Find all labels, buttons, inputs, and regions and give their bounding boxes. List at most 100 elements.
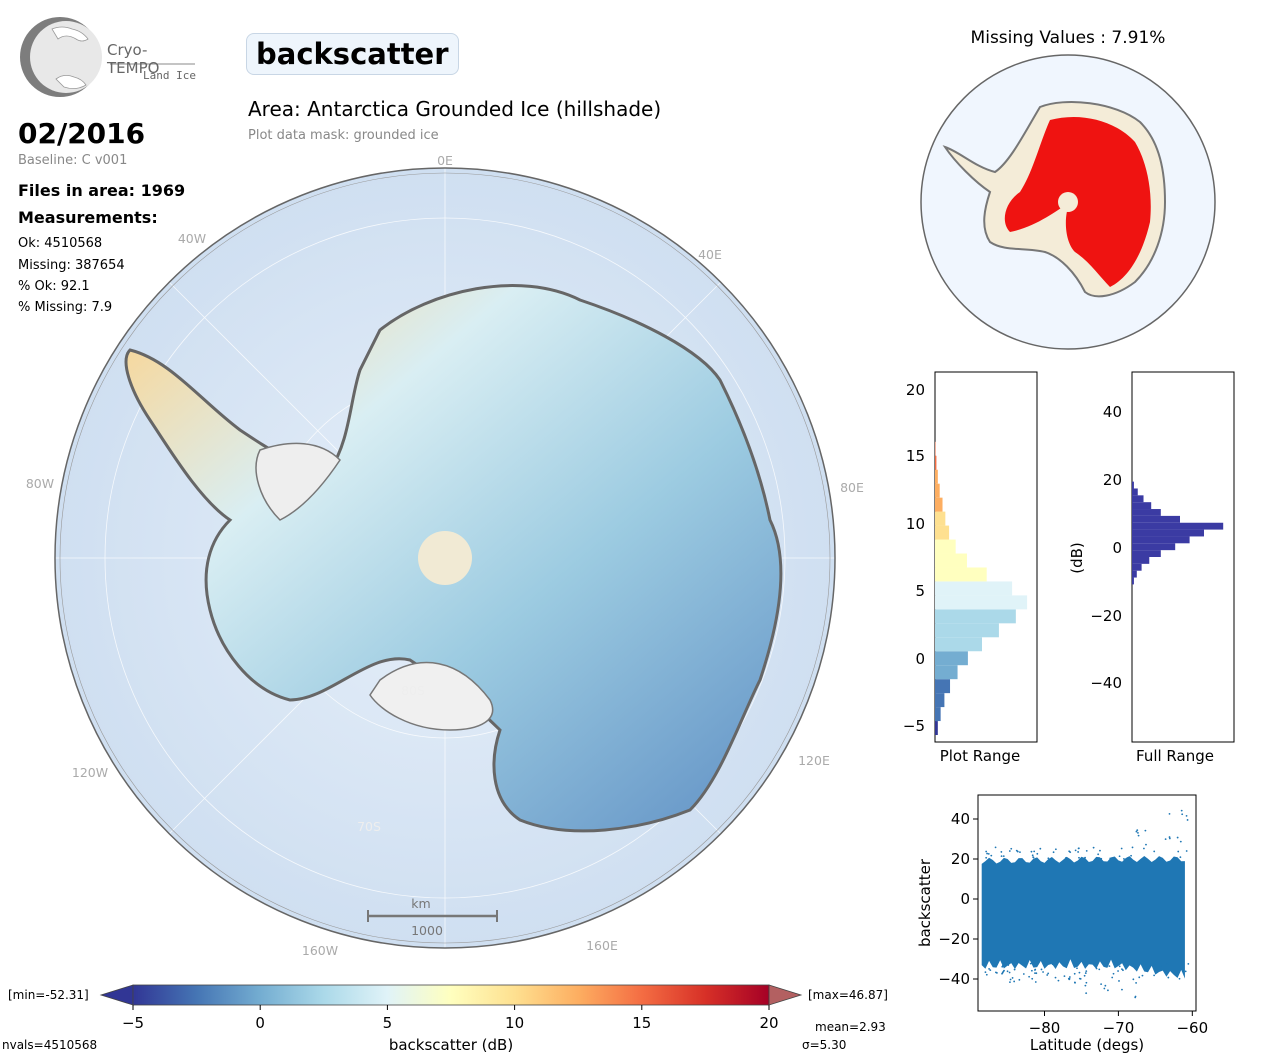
hist-bar bbox=[1132, 481, 1134, 489]
scatter-point bbox=[1100, 983, 1103, 986]
x-axis-label: Full Range bbox=[1136, 747, 1214, 765]
scatter-point bbox=[1074, 849, 1077, 852]
full-range-histogram: 40 20 0 −20 −40 (dB) Full Range bbox=[1068, 371, 1235, 765]
mask-note: Plot data mask: grounded ice bbox=[248, 128, 439, 143]
hist-bar bbox=[935, 595, 1028, 610]
hist-bar bbox=[1132, 509, 1161, 516]
scatter-point bbox=[1141, 974, 1144, 977]
lat-label: 80S bbox=[401, 683, 425, 698]
scatter-point bbox=[1008, 971, 1011, 974]
scatter-point bbox=[1076, 967, 1078, 970]
x-tick-label: −60 bbox=[1176, 1019, 1208, 1037]
latitude-scatter-plot: −80 −70 −60 −40 −20 0 20 40 Latitude (degs) bac… bbox=[916, 794, 1208, 1054]
scatter-point bbox=[1046, 974, 1049, 976]
scatter-point bbox=[1134, 995, 1137, 998]
scatter-point bbox=[1031, 854, 1034, 857]
hist-bar bbox=[935, 525, 950, 540]
hist-bar bbox=[935, 623, 999, 638]
scatter-point bbox=[1078, 856, 1080, 859]
scatter-point bbox=[1179, 840, 1182, 843]
scatter-point bbox=[988, 967, 990, 970]
y-tick: 20 bbox=[906, 381, 925, 399]
scatter-point bbox=[1009, 978, 1012, 981]
scatter-point bbox=[1084, 972, 1087, 974]
nvals-label: nvals=4510568 bbox=[2, 1038, 97, 1052]
scatter-point bbox=[990, 854, 993, 857]
hist-bar bbox=[935, 469, 938, 484]
hist-bar bbox=[1132, 577, 1134, 585]
scatter-point bbox=[1167, 976, 1170, 979]
scatter-point bbox=[1135, 830, 1138, 833]
colorbar-tick-label: 0 bbox=[255, 1014, 265, 1032]
scatter-point bbox=[1138, 976, 1141, 979]
scatter-point bbox=[1100, 857, 1103, 860]
scatter-point bbox=[1010, 847, 1013, 850]
scatter-point bbox=[1117, 970, 1119, 972]
hist-bar bbox=[1132, 550, 1161, 557]
scatter-point bbox=[1068, 977, 1071, 980]
scatter-point bbox=[1077, 847, 1080, 850]
mean-label: mean=2.93 bbox=[815, 1020, 886, 1034]
y-tick: 0 bbox=[1112, 539, 1122, 557]
hist-bar bbox=[935, 651, 968, 666]
scatter-point bbox=[1006, 970, 1009, 973]
cryo-tempo-logo: Cryo-TEMPO Land Ice bbox=[18, 15, 198, 100]
scatter-point bbox=[1069, 851, 1072, 854]
scatter-point bbox=[1018, 978, 1021, 981]
scatter-point bbox=[1144, 829, 1147, 832]
plot-range-histogram: 20 15 10 5 0 −5 Plot Range bbox=[903, 371, 1038, 765]
scatter-point bbox=[1098, 968, 1101, 971]
scatter-point bbox=[1108, 965, 1111, 968]
scatter-point bbox=[1073, 981, 1076, 984]
baseline-label: Baseline: C v001 bbox=[18, 153, 128, 168]
colorbar-tick-label: −5 bbox=[122, 1014, 144, 1032]
y-tick-label: 20 bbox=[951, 850, 970, 868]
lon-label: 80E bbox=[840, 480, 864, 495]
ronne-ice-shelf bbox=[255, 442, 341, 521]
measurements-heading: Measurements: bbox=[18, 208, 158, 227]
hist-bar bbox=[935, 553, 967, 568]
logo-sub: Land Ice bbox=[143, 69, 196, 82]
scatter-point bbox=[1118, 965, 1121, 968]
scatter-point bbox=[1112, 972, 1115, 975]
scatter-point bbox=[1097, 853, 1100, 856]
scatter-point bbox=[1076, 963, 1078, 965]
scatter-point bbox=[1032, 856, 1035, 859]
scatter-point bbox=[1040, 968, 1043, 971]
y-tick-label: 0 bbox=[960, 890, 970, 908]
scatter-point bbox=[1042, 971, 1044, 973]
missing-count: Missing: 387654 bbox=[18, 258, 125, 273]
hist-bar bbox=[1132, 563, 1142, 571]
area-title: Area: Antarctica Grounded Ice (hillshade… bbox=[248, 97, 662, 121]
scatter-point bbox=[1118, 980, 1120, 982]
scatter-point bbox=[1092, 846, 1095, 849]
lon-label: 160W bbox=[302, 943, 338, 958]
lon-label: 40E bbox=[698, 247, 722, 262]
pole-hole bbox=[418, 531, 472, 585]
scale-bar: km 1000 bbox=[367, 896, 498, 938]
scatter-point bbox=[986, 852, 989, 855]
colorbar-min-arrow bbox=[99, 984, 134, 1006]
scatter-point bbox=[1153, 963, 1156, 966]
scatter-point bbox=[1107, 989, 1109, 992]
scatter-point bbox=[985, 850, 988, 853]
scatter-point bbox=[1036, 852, 1039, 855]
colorbar-max-label: [max=46.87] bbox=[808, 988, 888, 1002]
scatter-point bbox=[1131, 963, 1134, 965]
scatter-point bbox=[1176, 836, 1179, 839]
colorbar-bar bbox=[132, 984, 770, 1006]
y-tick: 0 bbox=[915, 650, 925, 668]
scatter-point bbox=[1099, 849, 1101, 852]
scatter-point bbox=[1034, 981, 1037, 983]
x-tick-label: −70 bbox=[1103, 1019, 1135, 1037]
scatter-point bbox=[1137, 831, 1139, 834]
colorbar-label: backscatter (dB) bbox=[389, 1036, 513, 1054]
scale-unit: km bbox=[411, 896, 430, 911]
hist-bar bbox=[935, 665, 958, 680]
ok-count: Ok: 4510568 bbox=[18, 236, 103, 251]
scatter-point bbox=[1186, 819, 1189, 821]
scatter-point bbox=[996, 972, 998, 974]
scatter-point bbox=[1013, 980, 1016, 983]
scatter-point bbox=[1084, 984, 1087, 987]
lon-label: 120W bbox=[72, 765, 108, 780]
